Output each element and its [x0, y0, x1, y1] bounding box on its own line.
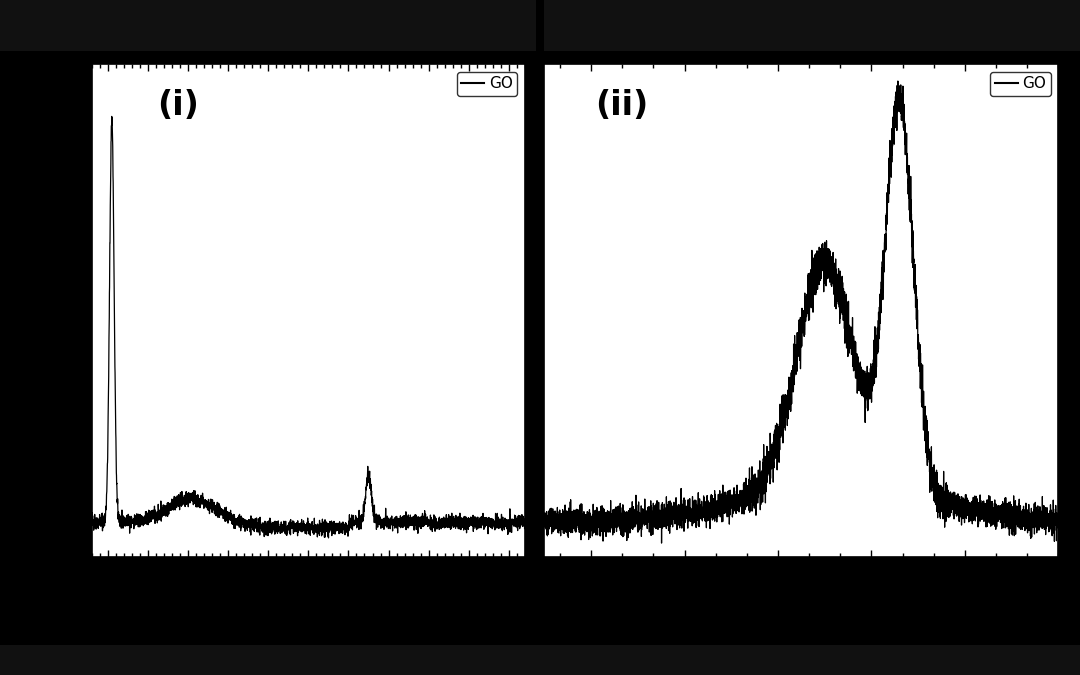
- X-axis label: Raman shift (cm⁻¹): Raman shift (cm⁻¹): [706, 584, 896, 601]
- Legend: GO: GO: [990, 72, 1051, 96]
- Legend: GO: GO: [457, 72, 517, 96]
- X-axis label: 2-Theta (degree): 2-Theta (degree): [224, 584, 393, 601]
- Text: (ii): (ii): [595, 89, 648, 122]
- Y-axis label: Intensity (a.u.): Intensity (a.u.): [536, 240, 554, 381]
- Text: (i): (i): [158, 89, 200, 122]
